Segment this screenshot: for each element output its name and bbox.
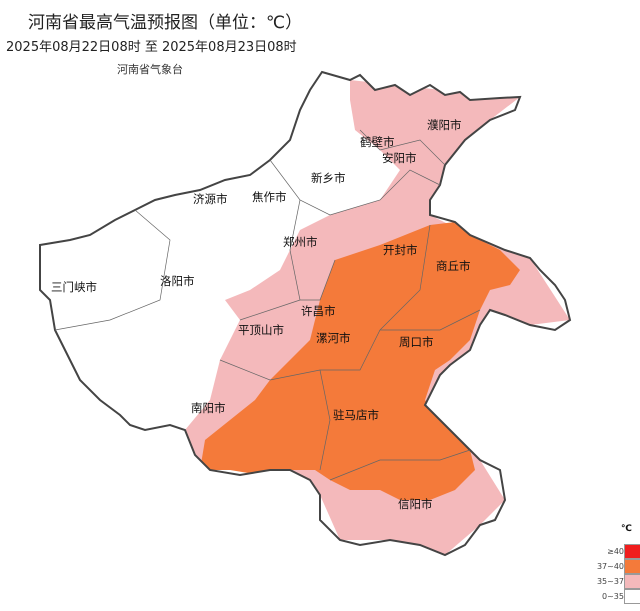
city-puyang: 濮阳市 [427,118,462,132]
city-luohe: 漯河市 [316,331,351,345]
city-zhumadian: 驻马店市 [333,408,379,422]
city-xuchang: 许昌市 [301,304,336,318]
city-zhengzhou: 郑州市 [283,235,318,249]
legend-label: ≥40 [607,547,624,556]
legend-label: 35~37 [596,577,624,586]
city-nanyang: 南阳市 [191,401,226,415]
city-shangqiu: 商丘市 [436,259,471,273]
legend-label: 37~40 [596,562,624,571]
city-xinyang: 信阳市 [398,497,433,511]
forecast-period: 2025年08月22日08时 至 2025年08月23日08时 [6,40,297,55]
city-luoyang: 洛阳市 [160,274,195,288]
legend-item: 35~37 [588,574,640,589]
legend-unit: ℃ [621,524,632,534]
city-kaifeng: 开封市 [383,243,418,257]
issuing-agency: 河南省气象台 [117,63,183,76]
legend-swatch [624,544,640,559]
legend-label: 0~35 [602,592,624,601]
city-xinxiang: 新乡市 [311,171,346,185]
legend-item: 0~35 [588,589,640,604]
city-zhoukou: 周口市 [399,335,434,349]
map-title: 河南省最高气温预报图（单位：℃） [28,13,303,33]
city-anyang: 安阳市 [382,151,417,165]
city-hebi: 鹤壁市 [360,135,395,149]
city-pingdingshan: 平顶山市 [238,323,284,337]
legend-swatch [624,574,640,589]
city-jiaozuo: 焦作市 [252,190,287,204]
city-sanmenxia: 三门峡市 [51,280,97,294]
legend-swatch [624,589,640,604]
zone-37-40 [200,222,520,500]
legend-swatch [624,559,640,574]
city-labels: 濮阳市 鹤壁市 安阳市 新乡市 济源市 焦作市 郑州市 开封市 商丘市 三门峡市… [51,118,471,511]
city-borders [54,129,481,481]
city-jiyuan: 济源市 [193,192,228,206]
legend-item: ≥40 [588,544,640,559]
legend-item: 37~40 [588,559,640,574]
